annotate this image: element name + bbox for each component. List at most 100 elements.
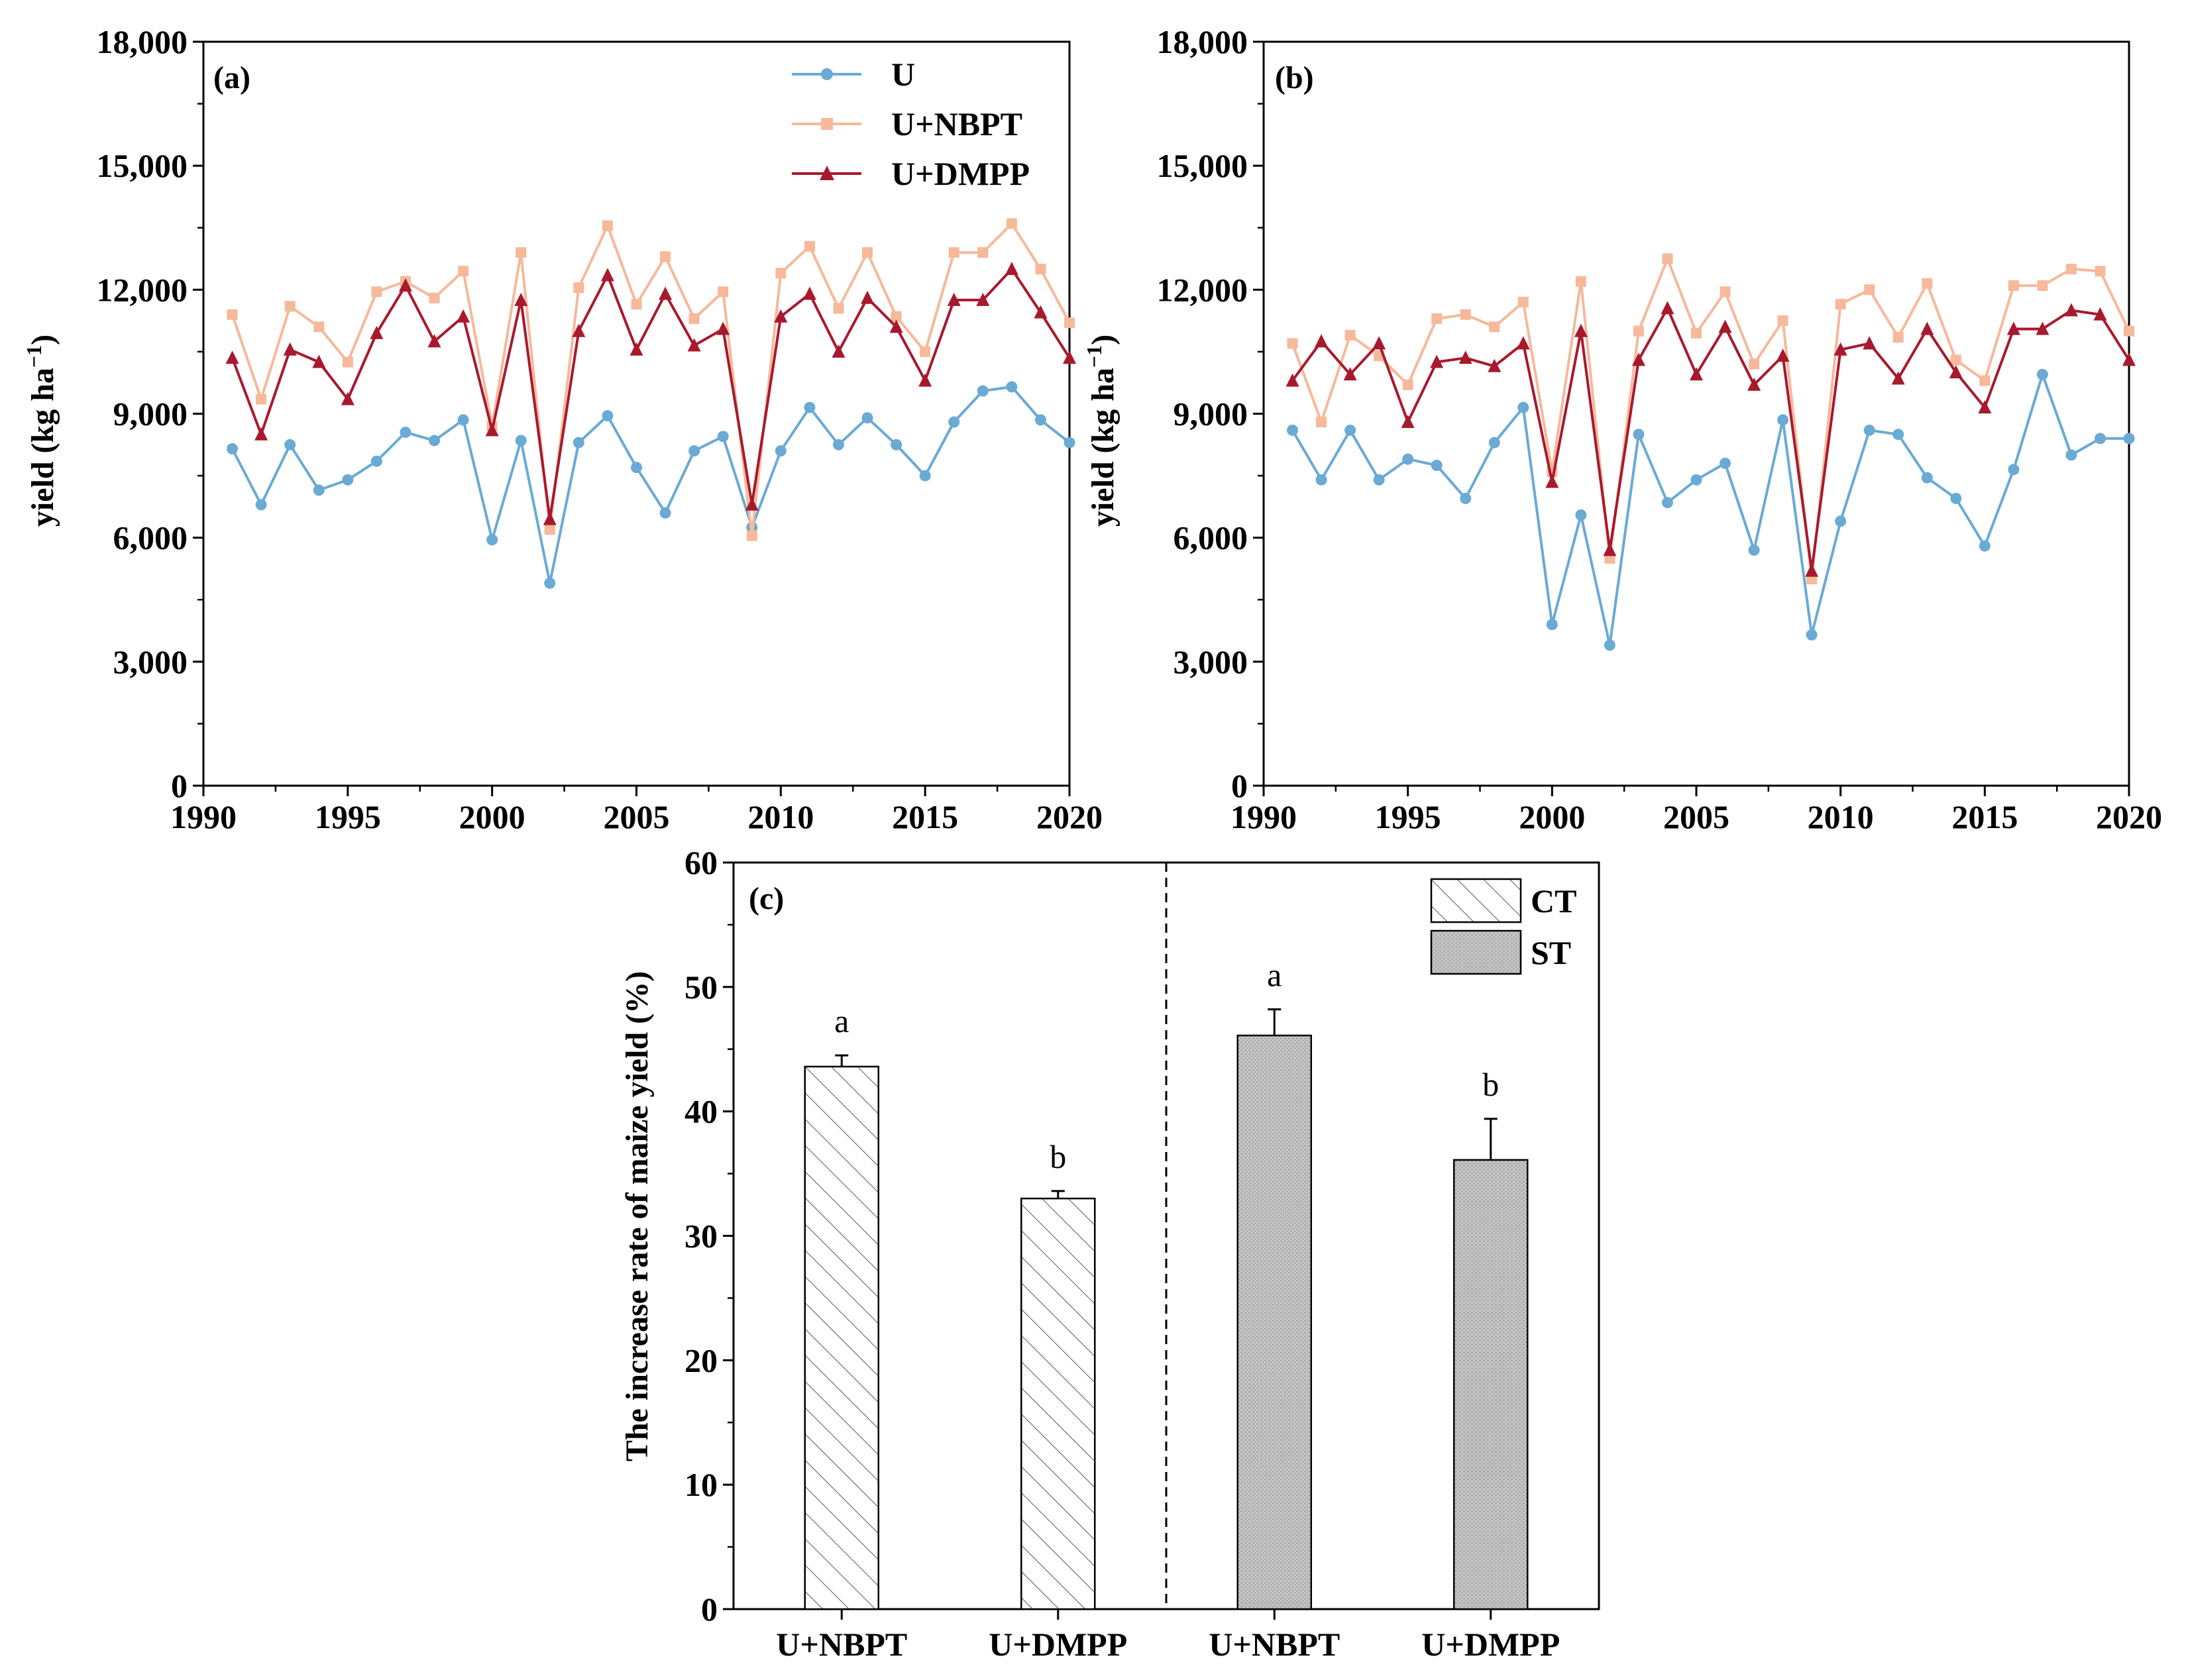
panel-c-legend: CT ST <box>1430 878 1576 975</box>
panel-a-point-u-dmpp <box>457 309 470 323</box>
panel-a-point-u-nbpt <box>688 313 700 325</box>
panel-a-point-u-dmpp <box>398 278 412 292</box>
panel-a-point-u-dmpp <box>918 373 932 387</box>
panel-b: (b) yield (kg ha−1) 1990 1995 2000 2005 2010… <box>1082 23 2162 835</box>
panel-a-point-u-nbpt <box>544 524 555 535</box>
panel-b-point-u-nbpt <box>1950 354 1961 366</box>
panel-a-series-line-u <box>231 385 1071 585</box>
panel-b-point-u-nbpt <box>1892 332 1904 343</box>
panel-c-y-axis-label: The increase rate of maize yield (%) <box>620 971 655 1461</box>
panel-b-series-line-u-dmpp <box>1291 307 2130 572</box>
panel-a-point-u <box>227 443 239 455</box>
panel-b-point-u-nbpt <box>1777 315 1788 327</box>
panel-b-point-u <box>1546 619 1558 631</box>
panel-a-point-u-nbpt <box>256 394 267 405</box>
panel-b-point-u <box>1892 429 1904 441</box>
panel-a-point-u-nbpt <box>1006 218 1017 229</box>
legend-label-u-dmpp: U+DMPP <box>891 155 1030 192</box>
panel-b-point-u <box>1863 424 1875 436</box>
panel-b-point-u <box>2094 433 2106 445</box>
panel-a-point-u <box>631 462 642 474</box>
panel-a-point-u-dmpp <box>1005 262 1018 276</box>
panel-c-y-tick-label: 0 <box>701 1591 718 1628</box>
panel-b-x-tick-label: 2020 <box>2096 798 2162 835</box>
panel-a-x-tick-label: 1990 <box>170 798 237 835</box>
panel-b-point-u-dmpp <box>1891 371 1905 385</box>
panel-a-series-line-u-nbpt <box>231 222 1071 537</box>
panel-a-point-u-nbpt <box>833 303 844 314</box>
panel-b-point-u <box>1488 437 1500 448</box>
panel-b-point-u-dmpp <box>1372 336 1386 350</box>
panel-a-point-u-nbpt <box>458 266 469 277</box>
panel-c-y-tick-label: 50 <box>684 969 718 1006</box>
panel-b-point-u-nbpt <box>1287 338 1298 349</box>
legend-item-u-dmpp: U+DMPP <box>792 155 1030 192</box>
panel-a-point-u <box>832 439 844 450</box>
panel-b-label: (b) <box>1275 60 1314 95</box>
panel-b-x-tick-label: 2015 <box>1951 798 2018 835</box>
panel-a-point-u <box>457 414 469 426</box>
panel-b-point-u-dmpp <box>1401 414 1415 428</box>
legend-item-u-nbpt: U+NBPT <box>792 105 1022 142</box>
panel-a-point-u-nbpt <box>718 286 729 297</box>
panel-a-series-u <box>227 381 1075 589</box>
panel-b-point-u-dmpp <box>1805 563 1819 577</box>
panel-a-point-u-dmpp <box>802 286 816 300</box>
panel-b-point-u-dmpp <box>1949 365 1963 379</box>
legend-label-u: U <box>891 56 915 93</box>
panel-a-series-line-u-dmpp <box>231 268 1071 521</box>
panel-c-significance-label-st-u-nbpt: a <box>1267 957 1282 994</box>
panel-a-x-tick-label: 2020 <box>1036 798 1103 835</box>
panel-a-point-u-dmpp <box>1034 305 1048 319</box>
panel-b-point-u-nbpt <box>1662 253 1673 264</box>
panel-a-point-u <box>1006 381 1018 393</box>
panel-b-point-u-nbpt <box>1922 278 1933 289</box>
panel-b-point-u <box>1604 639 1615 651</box>
panel-a-x-tick-label: 1995 <box>315 798 381 835</box>
panel-c-y-tick-label: 30 <box>684 1218 718 1255</box>
panel-b-point-u-nbpt <box>1316 416 1327 427</box>
panel-a-point-u-dmpp <box>283 342 297 356</box>
panel-b-point-u <box>2008 464 2020 476</box>
panel-a-point-u <box>1064 437 1075 448</box>
panel-a-point-u-dmpp <box>543 511 557 525</box>
panel-b-point-u <box>1633 429 1645 441</box>
panel-b-y-tick-label: 0 <box>1231 767 1248 804</box>
panel-b-point-u-dmpp <box>1488 358 1502 372</box>
panel-b-point-u <box>1921 472 1933 484</box>
panel-b-x-tick-label: 2005 <box>1663 798 1729 835</box>
panel-a-point-u-nbpt <box>631 299 642 310</box>
panel-b-y-tick-label: 18,000 <box>1157 23 1248 60</box>
panel-c: (c) The increase rate of maize yield (%)… <box>620 844 1600 1663</box>
panel-a-y-axis-label: yield (kg ha−1) <box>22 335 60 527</box>
panel-b-point-u-dmpp <box>2036 321 2049 335</box>
legend-marker-u-dmpp <box>820 166 834 180</box>
panel-a-point-u <box>948 416 960 428</box>
panel-b-point-u-nbpt <box>1749 358 1760 370</box>
panel-a-point-u <box>429 435 441 446</box>
panel-b-point-u-dmpp <box>1833 342 1847 356</box>
panel-b-point-u-nbpt <box>1517 297 1529 308</box>
panel-b-point-u <box>1777 414 1789 426</box>
panel-a-point-u-dmpp <box>370 325 384 339</box>
panel-c-significance-label-ct-u-dmpp: b <box>1050 1138 1066 1175</box>
panel-b-point-u-dmpp <box>1430 354 1444 368</box>
panel-a-point-u-nbpt <box>746 530 757 541</box>
panel-b-point-u-dmpp <box>1545 474 1559 488</box>
panel-a-point-u <box>284 439 296 450</box>
panel-b-x-tick-label: 2010 <box>1808 798 1874 835</box>
panel-b-point-u <box>1373 474 1385 486</box>
legend-item-u: U <box>792 56 915 93</box>
panel-b-series-u-dmpp <box>1285 301 2136 577</box>
panel-a-y-tick-label: 12,000 <box>97 271 188 308</box>
panel-b-point-u <box>1402 453 1414 465</box>
panel-a-series-u-dmpp <box>225 262 1076 525</box>
panel-b-point-u-dmpp <box>1315 334 1329 348</box>
panel-b-point-u <box>1460 492 1472 504</box>
panel-a-point-u <box>342 474 354 486</box>
panel-a-y-tick-label: 3,000 <box>113 643 188 680</box>
panel-c-significance-label-st-u-dmpp: b <box>1482 1066 1499 1103</box>
panel-a-point-u-nbpt <box>804 240 815 252</box>
panel-a-point-u-nbpt <box>660 251 671 262</box>
